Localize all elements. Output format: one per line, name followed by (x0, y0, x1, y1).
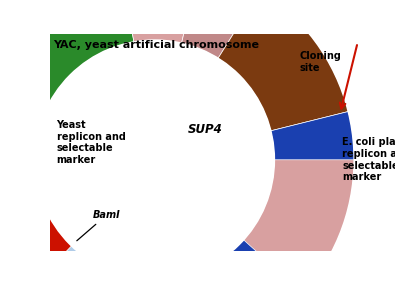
Text: SUP4: SUP4 (188, 123, 223, 136)
Wedge shape (182, 0, 261, 58)
Text: BamHI: BamHI (0, 281, 1, 282)
Text: E. coli plasmid
replicon and
selectable
marker: E. coli plasmid replicon and selectable … (342, 137, 395, 182)
Text: Cloning
site: Cloning site (300, 51, 342, 73)
Wedge shape (127, 277, 196, 282)
Wedge shape (243, 160, 354, 282)
Wedge shape (70, 268, 138, 282)
Wedge shape (16, 246, 104, 282)
Text: YAC, yeast artificial chromosome: YAC, yeast artificial chromosome (53, 40, 260, 50)
Circle shape (132, 0, 188, 28)
Wedge shape (0, 0, 303, 282)
Wedge shape (218, 0, 348, 131)
Wedge shape (120, 0, 199, 43)
Wedge shape (0, 218, 72, 282)
Circle shape (139, 0, 181, 21)
Wedge shape (0, 160, 50, 257)
Wedge shape (179, 111, 354, 282)
Text: Yeast
replicon and
selectable
marker: Yeast replicon and selectable marker (56, 120, 125, 165)
Text: BamI: BamI (77, 210, 121, 241)
